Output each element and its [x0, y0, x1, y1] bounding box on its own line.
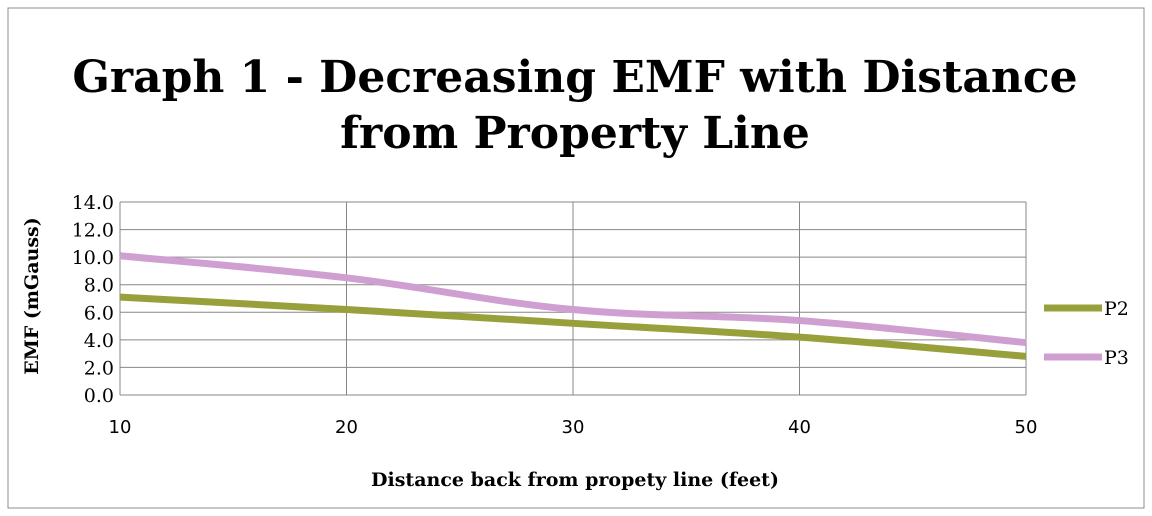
legend-label-p3: P3 — [1104, 347, 1129, 369]
x-tick-label: 10 — [109, 417, 132, 438]
x-axis-ticks: 10 20 30 40 50 — [109, 417, 1038, 438]
y-tick-label: 2.0 — [84, 357, 114, 379]
y-tick-label: 8.0 — [84, 275, 114, 297]
y-tick-label: 0.0 — [84, 385, 114, 407]
x-tick-label: 20 — [335, 417, 358, 438]
y-axis-ticks: 0.0 2.0 4.0 6.0 8.0 10.0 12.0 14.0 — [72, 192, 114, 407]
series-lines — [119, 252, 1027, 360]
chart-title-line-1: Graph 1 - Decreasing EMF with Distance — [72, 52, 1077, 103]
y-tick-label: 6.0 — [84, 302, 114, 324]
chart-border — [7, 7, 1145, 509]
y-tick-label: 12.0 — [72, 220, 114, 242]
x-tick-label: 30 — [562, 417, 585, 438]
y-tick-label: 14.0 — [72, 192, 114, 214]
y-axis-title: EMF (mGauss) — [21, 217, 43, 374]
legend-label-p2: P2 — [1104, 298, 1129, 320]
y-tick-label: 10.0 — [72, 247, 114, 269]
x-axis-title: Distance back from propety line (feet) — [371, 469, 779, 491]
x-tick-label: 40 — [788, 417, 811, 438]
legend: P2 P3 — [1044, 298, 1129, 369]
chart-title-line-2: from Property Line — [340, 108, 810, 159]
x-tick-label: 50 — [1015, 417, 1038, 438]
grid — [119, 201, 1027, 396]
y-tick-label: 4.0 — [84, 330, 114, 352]
